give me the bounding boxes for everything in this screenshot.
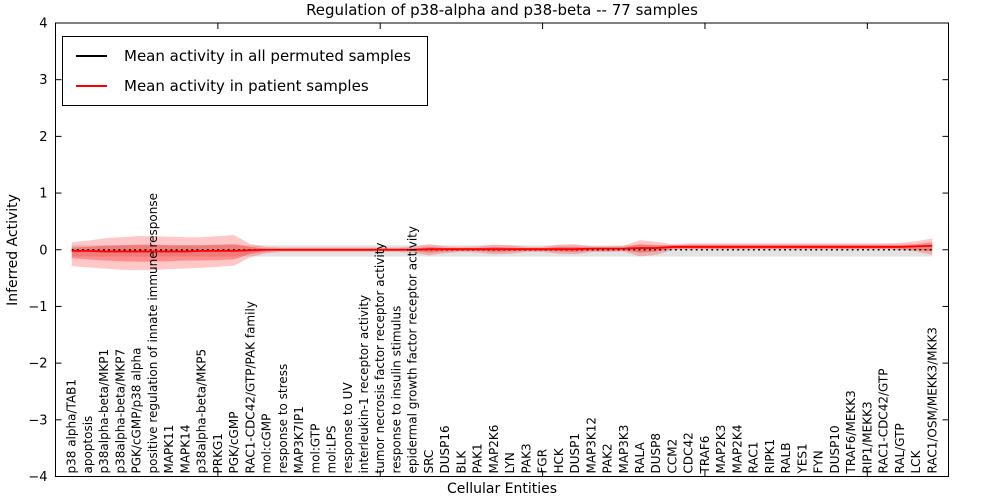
entity-label: mol:cGMP [260, 414, 274, 474]
entity-label: RAC1-CDC42/GTP/PAK family [243, 301, 257, 473]
patient-range-outer-band [71, 235, 933, 271]
legend-label-permuted: Mean activity in all permuted samples [124, 47, 411, 65]
entity-label: DUSP1 [568, 433, 582, 474]
legend: Mean activity in all permuted samples Me… [62, 36, 428, 106]
entity-label: RAC1/OSM/MEKK3/MKK3 [925, 327, 939, 473]
entity-label: TRAF6 [698, 436, 712, 475]
entity-label: PAK1 [471, 443, 485, 473]
entity-label: FGR [536, 449, 550, 474]
entity-label: epidermal growth factor receptor activit… [406, 226, 420, 473]
entity-label: p38alpha-beta/MKP5 [195, 349, 209, 474]
entity-label: FYN [812, 450, 826, 473]
entity-label: mol:LPS [325, 426, 339, 474]
legend-label-patient: Mean activity in patient samples [124, 77, 369, 95]
entity-label: RIPK1 [763, 439, 777, 474]
entity-label: DUSP16 [438, 425, 452, 473]
entity-label: mol:GTP [308, 424, 322, 474]
entity-label: SRC [422, 450, 436, 474]
entity-label: p38alpha-beta/MKP1 [97, 349, 111, 474]
entity-label: CDC42 [682, 432, 696, 473]
entity-label: MAPK11 [162, 425, 176, 474]
entity-label: MAP3K3 [617, 425, 631, 474]
entity-label: apoptosis [81, 416, 95, 474]
legend-line-patient-icon [76, 85, 107, 87]
entity-label: response to insulin stimulus [389, 306, 403, 474]
x-axis-label: Cellular Entities [446, 481, 558, 497]
y-tick-label: −2 [28, 357, 47, 372]
entity-label: RIP1/MEKK3 [860, 401, 874, 473]
entity-label: PGK/cGMP [227, 412, 241, 474]
y-tick-label: 3 [39, 73, 47, 88]
entity-label: p38alpha-beta/MKP7 [113, 349, 127, 474]
entity-label: RALA [633, 441, 647, 473]
entity-label: HCK [552, 447, 566, 473]
entity-label: tumor necrosis factor receptor activity [373, 243, 387, 474]
entity-label: p38 alpha/TAB1 [65, 379, 79, 473]
y-tick-label: −4 [28, 470, 47, 485]
entity-label: MAP2K4 [730, 425, 744, 474]
legend-item-patient: Mean activity in patient samples [71, 74, 411, 98]
entity-label: response to UV [341, 382, 355, 474]
entity-label: RAC1-CDC42/GTP [877, 369, 891, 474]
entity-label: DUSP10 [828, 425, 842, 473]
entity-label: response to stress [276, 364, 290, 474]
y-tick-label: 1 [39, 187, 47, 202]
entity-label: BLK [454, 450, 468, 474]
y-tick-label: −3 [28, 413, 47, 428]
entity-label: MAP3K12 [584, 417, 598, 474]
entity-label: MAP3K7IP1 [292, 406, 306, 473]
y-tick-label: 4 [39, 17, 47, 32]
entity-label: PGK/cGMP/p38 alpha [130, 348, 144, 474]
entity-label: PAK3 [519, 443, 533, 473]
entity-label: RAL/GTP [893, 423, 907, 473]
y-tick-label: 0 [39, 243, 47, 258]
y-tick-label: 2 [39, 130, 47, 145]
entity-label: TRAF6/MEKK3 [844, 390, 858, 474]
y-tick-label: −1 [28, 300, 47, 315]
entity-label: PAK2 [601, 443, 615, 473]
entity-label: PRKG1 [211, 433, 225, 473]
entity-label: DUSP8 [649, 433, 663, 474]
entity-label: LCK [909, 449, 923, 473]
entity-label: MAP2K3 [714, 425, 728, 474]
entity-label: RALB [779, 443, 793, 474]
legend-line-permuted-icon [76, 55, 107, 57]
entity-label: interleukin-1 receptor activity [357, 295, 371, 474]
permuted-range-band [71, 245, 933, 257]
entity-label: positive regulation of innate immune res… [146, 193, 160, 473]
legend-item-permuted: Mean activity in all permuted samples [71, 44, 411, 68]
entity-label: CCM2 [665, 439, 679, 474]
entity-label: MAP2K6 [487, 425, 501, 474]
entity-label: LYN [503, 452, 517, 473]
chart-title: Regulation of p38-alpha and p38-beta -- … [306, 1, 698, 19]
entity-label: RAC1 [747, 442, 761, 474]
entity-label: YES1 [795, 443, 809, 474]
entity-label: MAPK14 [178, 425, 192, 474]
y-axis-label: Inferred Activity [5, 194, 21, 306]
mean-patient-line [71, 244, 933, 253]
